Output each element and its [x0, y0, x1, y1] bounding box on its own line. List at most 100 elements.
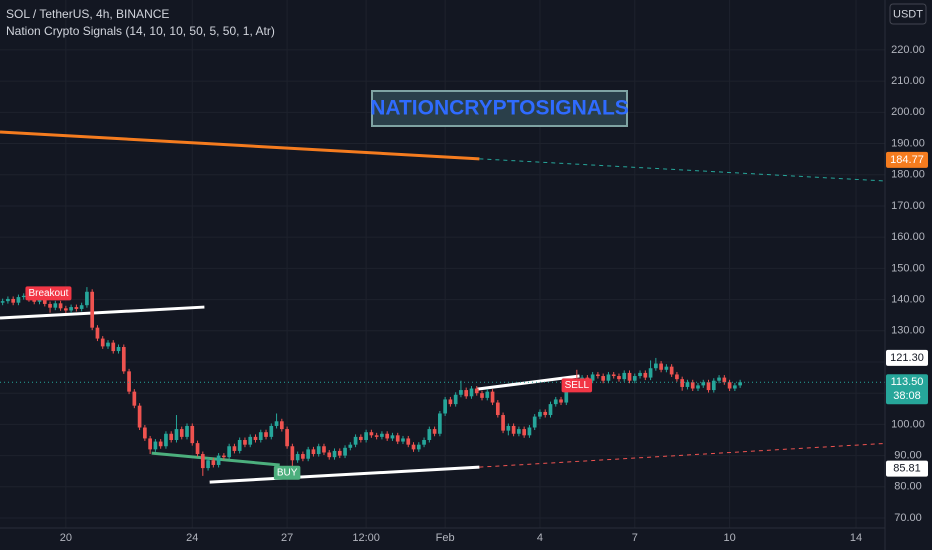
candle-body [200, 454, 205, 469]
candle-body [222, 455, 226, 458]
candle-body [285, 429, 289, 447]
countdown: 38:08 [893, 390, 921, 402]
candle-body [395, 435, 400, 442]
candle-body [464, 390, 469, 397]
candle-body [253, 436, 258, 440]
candle-body [264, 432, 268, 437]
candle-body [90, 291, 95, 328]
candle-body [696, 385, 700, 389]
signal-label: Breakout [28, 288, 68, 299]
candle-body [6, 298, 10, 302]
candle-body [495, 402, 500, 416]
candle-body [306, 449, 311, 459]
candle-body [148, 438, 152, 450]
candle-body [353, 436, 358, 445]
x-tick-label: 12:00 [352, 532, 380, 544]
candle-body [438, 413, 442, 434]
candle-body [316, 446, 321, 455]
signal-label: BUY [277, 467, 298, 478]
candle-body [290, 446, 295, 461]
candle-body [79, 305, 84, 309]
signal-box [561, 378, 593, 393]
candle-body [364, 432, 368, 440]
candle-body [443, 399, 447, 414]
candle-body [179, 429, 184, 437]
candle-body [348, 444, 353, 448]
candle-body [680, 379, 685, 387]
candle-body [32, 299, 37, 302]
price-label-box [886, 460, 928, 477]
candle-body [717, 377, 721, 381]
x-tick-label: Feb [436, 532, 455, 544]
y-tick-label: 200.00 [891, 106, 925, 118]
candle-body [474, 388, 479, 394]
candle-body [206, 460, 210, 469]
candle-body [669, 366, 674, 375]
candle-body [143, 427, 147, 439]
candle-body [116, 347, 121, 352]
trendline [479, 442, 886, 468]
candle-body [337, 450, 342, 456]
currency: USDT [893, 8, 923, 20]
candle-body [411, 444, 416, 450]
price-label: 85.81 [893, 463, 921, 475]
candle-body [359, 436, 363, 440]
candle-body [501, 415, 505, 431]
candle-body [543, 411, 548, 416]
candle-body [659, 363, 663, 370]
candle-body [295, 454, 300, 461]
candle-body [453, 394, 458, 405]
candle-body [675, 374, 679, 380]
x-tick-label: 20 [60, 532, 72, 544]
trendline [151, 451, 280, 467]
candle-body [432, 429, 437, 434]
candle-body [722, 377, 727, 383]
candle-body [190, 425, 195, 444]
candle-body [522, 429, 526, 436]
y-tick-label: 170.00 [891, 200, 925, 212]
candle-body [459, 390, 463, 395]
candle-body [416, 444, 421, 450]
candle-body [111, 342, 116, 352]
signal-label: SELL [565, 380, 590, 391]
price-label: 121.30 [890, 352, 924, 364]
candle-body [648, 368, 653, 378]
candle-body [527, 427, 532, 436]
candle-body [532, 416, 537, 428]
candle-body [274, 421, 279, 426]
x-tick-label: 7 [632, 532, 638, 544]
candle-body [153, 441, 158, 450]
candle-body [727, 382, 732, 389]
candle-body [480, 393, 484, 398]
candle-body [448, 399, 453, 405]
candle-body [169, 433, 174, 440]
y-tick-label: 210.00 [891, 75, 925, 87]
candle-body [733, 385, 737, 389]
candle-body [237, 440, 242, 451]
trendlines [0, 130, 886, 484]
currency-box[interactable] [889, 3, 927, 25]
candle-body [216, 455, 221, 465]
candle-body [685, 382, 690, 387]
y-tick-label: 80.00 [894, 481, 922, 493]
candle-body [301, 454, 305, 459]
candle-body [158, 441, 163, 447]
candle-body [617, 376, 621, 380]
candle-body [738, 382, 742, 386]
y-tick-label: 90.00 [894, 450, 922, 462]
candle-body [42, 298, 47, 304]
candle-body [279, 421, 284, 430]
candle-body [248, 436, 253, 445]
candle-body [638, 372, 642, 377]
signal-box [25, 286, 72, 301]
banner: NATIONCRYPTOSIGNALS [370, 97, 629, 120]
price-label: 184.77 [890, 154, 924, 166]
candle-body [538, 411, 542, 417]
candle-body [643, 372, 648, 378]
y-tick-label: 100.00 [891, 418, 925, 430]
x-tick-label: 10 [723, 532, 735, 544]
candle-body [16, 297, 21, 303]
candle-body [622, 372, 627, 380]
